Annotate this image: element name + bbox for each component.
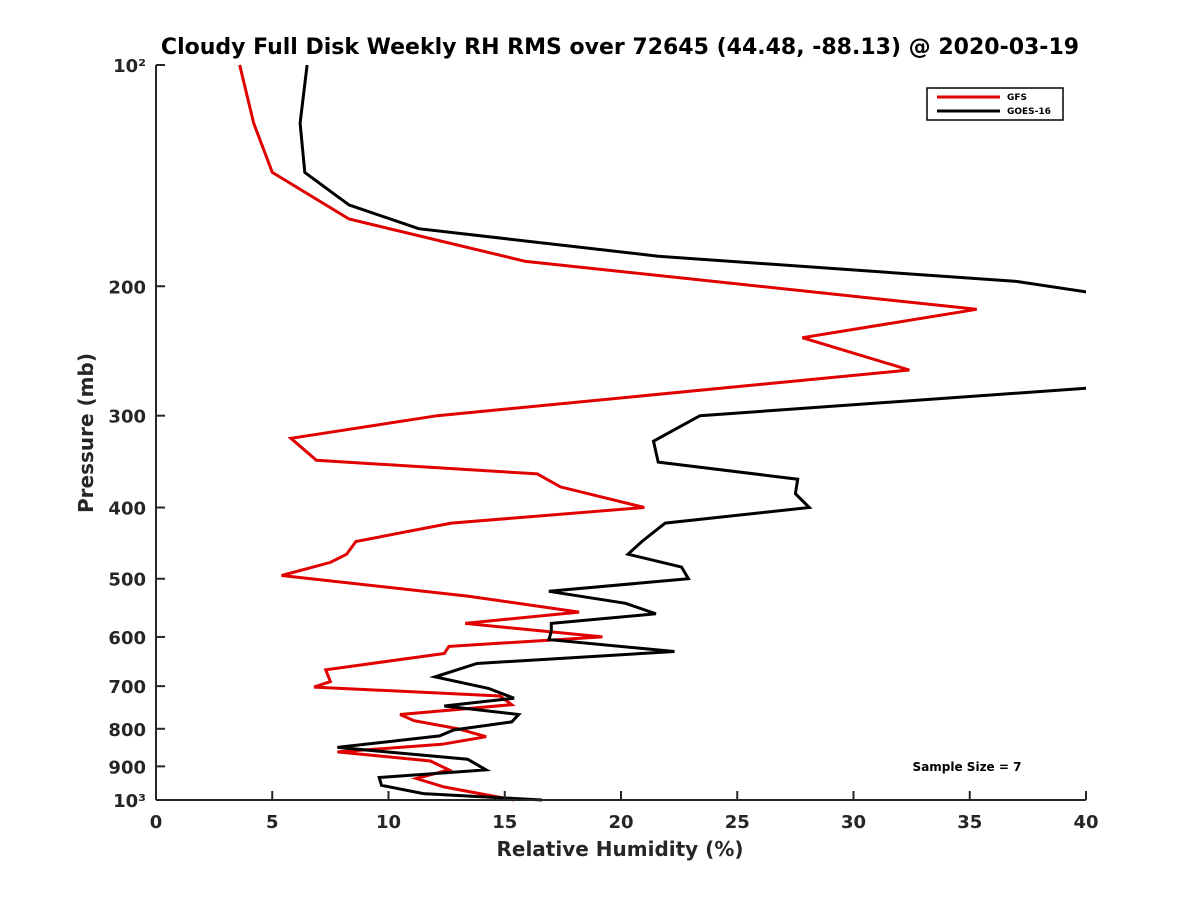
legend-box	[926, 87, 1064, 121]
x-tick-label: 30	[841, 812, 866, 833]
x-tick-label: 20	[608, 812, 633, 833]
y-tick-label: 400	[108, 499, 146, 520]
y-tick-label: 800	[108, 720, 146, 741]
chart-title: Cloudy Full Disk Weekly RH RMS over 7264…	[161, 35, 1079, 60]
y-tick-label: 600	[108, 628, 146, 649]
y-axis-label: Pressure (mb)	[74, 353, 98, 513]
x-tick-label: 15	[492, 812, 517, 833]
y-tick-label: 500	[108, 570, 146, 591]
x-tick-label: 5	[266, 812, 279, 833]
y-tick-label: 200	[108, 277, 146, 298]
y-tick-label: 700	[108, 677, 146, 698]
series-line-gfs	[238, 64, 977, 802]
x-axis-label: Relative Humidity (%)	[496, 837, 743, 861]
legend-label: GOES-16	[1007, 107, 1051, 117]
y-tick-label: 300	[108, 407, 146, 428]
x-axis-ticks: 0 5 10 15 20 25 30 35 40	[150, 791, 1099, 833]
y-tick-label: 900	[108, 757, 146, 778]
plot-lines	[238, 64, 1086, 802]
y-tick-label: 10²	[113, 56, 146, 77]
x-tick-label: 0	[150, 812, 163, 833]
y-tick-label: 10³	[113, 791, 146, 812]
x-tick-label: 25	[725, 812, 750, 833]
legend: GFS GOES-16	[926, 87, 1064, 121]
x-tick-label: 35	[957, 812, 982, 833]
legend-label: GFS	[1007, 93, 1027, 103]
y-axis-ticks: 10² 200 300 400 500 600 700 800 900 10³	[108, 56, 165, 812]
sample-size-annotation: Sample Size = 7	[913, 760, 1022, 774]
x-tick-label: 10	[376, 812, 401, 833]
series-line-goes-16	[298, 64, 1086, 802]
x-tick-label: 40	[1073, 812, 1098, 833]
